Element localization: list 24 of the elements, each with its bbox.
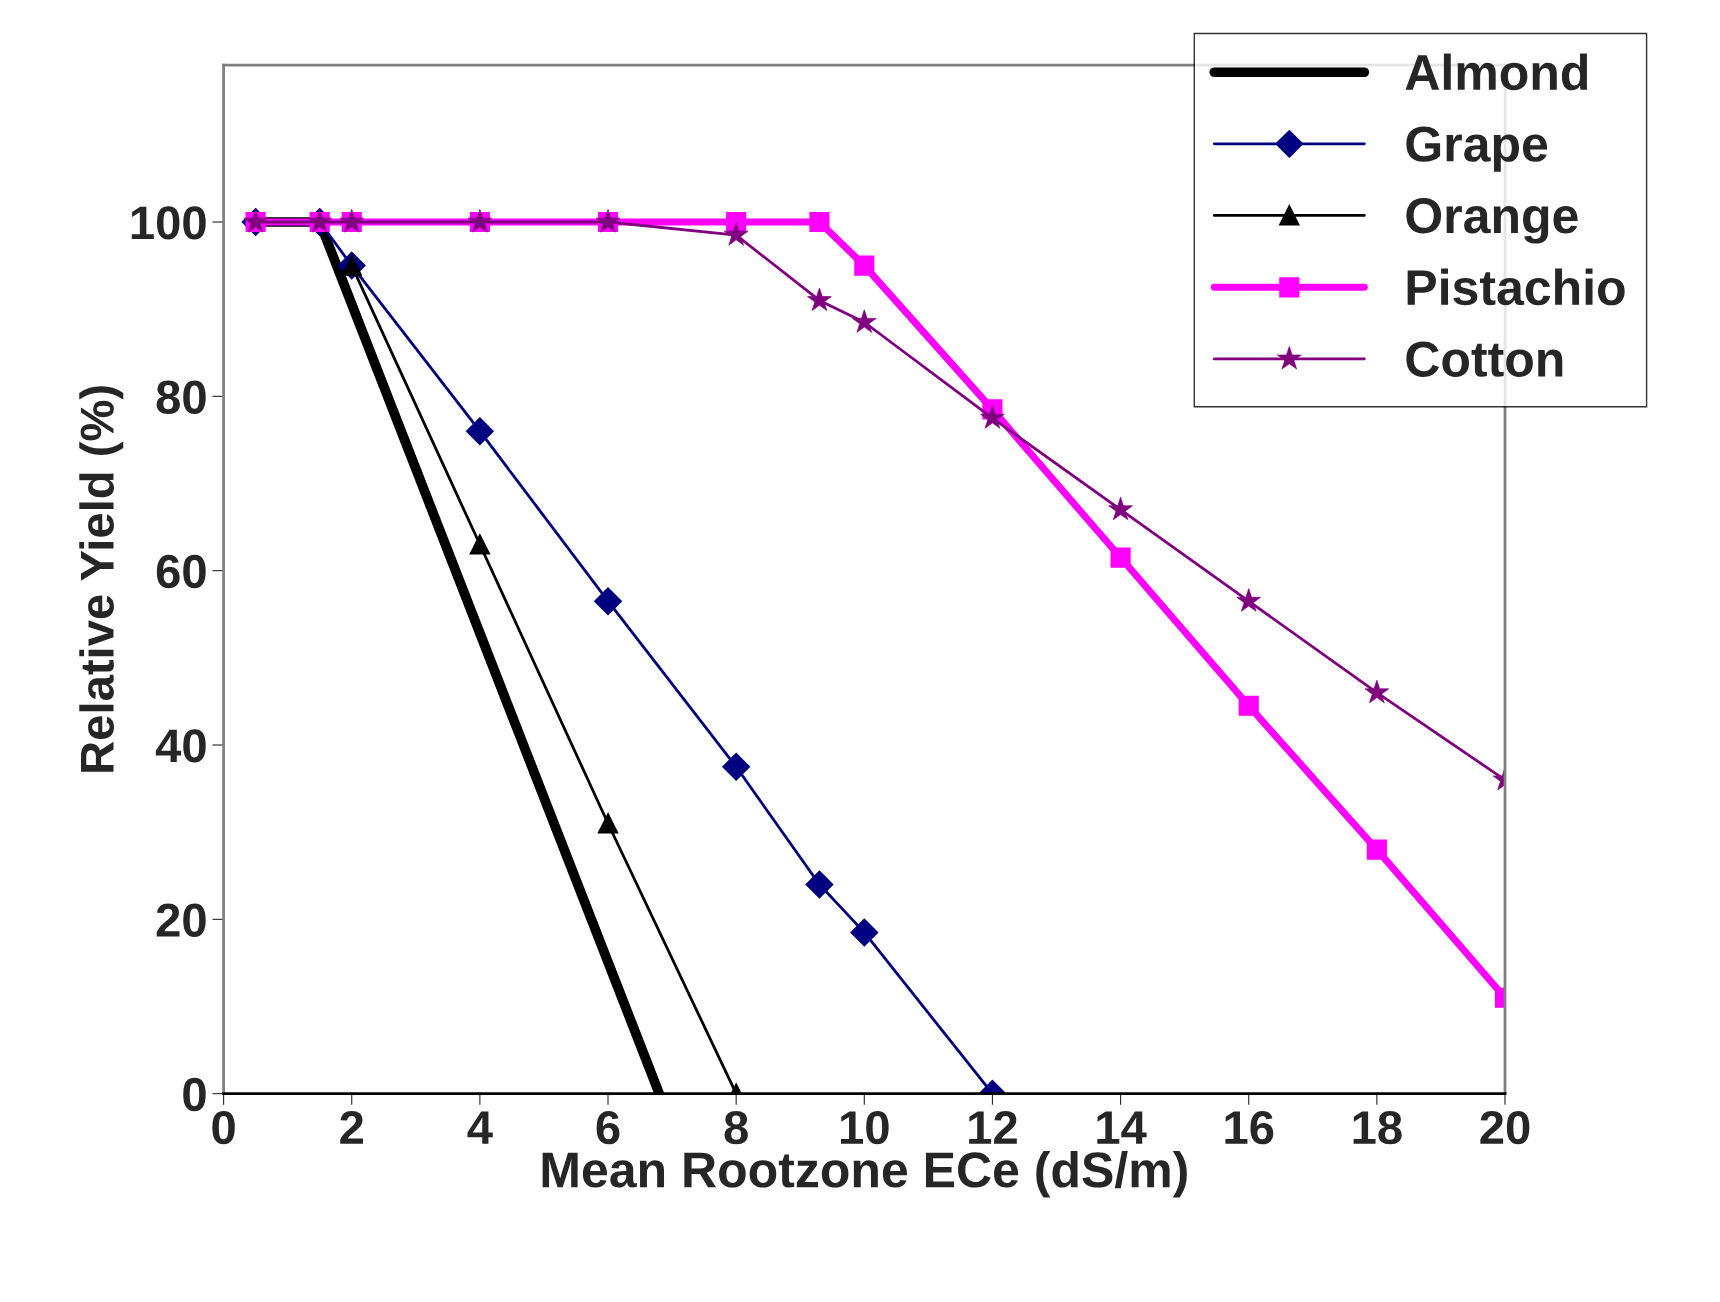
x-tick-label: 20	[1480, 1110, 1530, 1145]
y-tick-label: 40	[155, 729, 206, 763]
y-tick-label: 60	[156, 554, 206, 589]
y-tick-label: 100	[131, 206, 206, 240]
x-tick-label: 4	[467, 1111, 493, 1144]
legend-label: Grape	[1406, 126, 1548, 172]
legend-label: Pistachio	[1407, 268, 1625, 306]
x-tick-label: 12	[969, 1110, 1017, 1144]
x-axis-title: Mean Rootzone ECe (dS/m)	[542, 1150, 1187, 1198]
y-tick-label: 0	[183, 1077, 206, 1112]
x-tick-label: 10	[841, 1110, 889, 1145]
x-tick-label: 14	[1097, 1111, 1147, 1144]
x-tick-label: 8	[724, 1110, 748, 1145]
y-tick-label: 20	[156, 903, 206, 937]
legend-label: Almond	[1405, 53, 1588, 91]
x-tick-label: 6	[596, 1110, 620, 1145]
legend-label: Orange	[1406, 198, 1578, 244]
x-tick-label: 0	[212, 1110, 235, 1145]
legend-label: Cotton	[1406, 341, 1563, 377]
x-tick-label: 16	[1225, 1110, 1274, 1145]
x-tick-label: 18	[1353, 1110, 1402, 1145]
y-axis-title: Relative Yield (%)	[79, 386, 124, 772]
y-tick-label: 80	[156, 380, 206, 414]
x-tick-label: 2	[340, 1110, 363, 1144]
